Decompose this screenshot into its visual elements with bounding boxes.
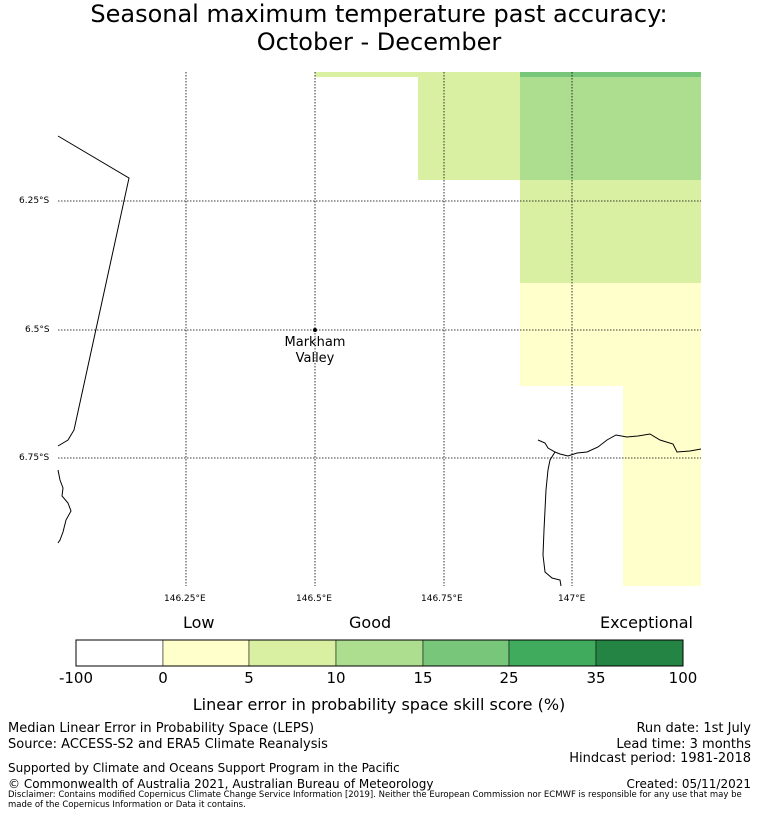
gridlines	[58, 72, 701, 586]
lon-tick-146-5: 146.5°E	[296, 594, 332, 604]
colorbar-tick-6: 35	[586, 669, 606, 687]
footer-disclaimer: Disclaimer: Contains modified Copernicus…	[8, 790, 742, 810]
colorbar-seg-3	[248, 639, 337, 667]
colorbar-axis-label: Linear error in probability space skill …	[192, 695, 566, 714]
colorbar-tick-3: 10	[326, 669, 346, 687]
colorbar-seg-1	[75, 639, 164, 667]
legend-category-good: Good	[349, 613, 392, 632]
footer-source: Source: ACCESS-S2 and ERA5 Climate Reana…	[8, 737, 328, 752]
colorbar-tick-2: 5	[244, 669, 254, 687]
footer-copyright: © Commonwealth of Australia 2021, Austra…	[8, 777, 434, 791]
footer-run-date: Run date: 1st July	[636, 721, 751, 736]
coastline	[57, 135, 702, 587]
place-label-line-2: Valley	[295, 351, 335, 366]
coast-east-south	[542, 451, 562, 587]
colorbar-tick-0: -100	[58, 669, 94, 687]
cell-top-strip-5-10	[315, 72, 520, 77]
colorbar-tick-4: 15	[413, 669, 433, 687]
skill-cells	[315, 72, 701, 586]
footer-created: Created: 05/11/2021	[626, 777, 751, 791]
lon-tick-147: 147°E	[558, 594, 586, 604]
cell-top-strip-10-15	[520, 72, 701, 77]
colorbar-seg-4	[335, 639, 424, 667]
lon-tick-146-75: 146.75°E	[421, 594, 463, 604]
footer-lead-time: Lead time: 3 months	[616, 737, 751, 752]
lat-tick-6-5: 6.5°S	[25, 325, 50, 335]
colorbar-tick-5: 25	[499, 669, 519, 687]
place-label-line-1: Markham	[284, 335, 346, 350]
colorbar-seg-2	[162, 639, 250, 667]
chart-title-line-2: October - December	[256, 28, 502, 56]
cell-0-5-b	[623, 386, 701, 586]
footer-method: Median Linear Error in Probability Space…	[8, 721, 315, 736]
colorbar-seg-7	[595, 639, 684, 667]
place-marker-dot	[313, 328, 317, 332]
lon-tick-146-25: 146.25°E	[164, 594, 206, 604]
legend-category-exceptional: Exceptional	[600, 613, 693, 632]
colorbar-tick-7: 100	[668, 669, 698, 687]
footer-hindcast-period: Hindcast period: 1981-2018	[569, 751, 751, 766]
cell-5-10-a	[418, 77, 520, 180]
colorbar-seg-6	[508, 639, 597, 667]
coast-west-fragment	[57, 469, 72, 544]
cell-0-5-a	[520, 283, 701, 386]
lat-tick-6-75: 6.75°S	[19, 453, 50, 463]
chart-title-line-1: Seasonal maximum temperature past accura…	[90, 0, 668, 28]
colorbar	[75, 639, 684, 667]
cell-10-15	[520, 77, 701, 180]
cell-5-10-b	[520, 180, 701, 283]
colorbar-frame	[75, 639, 684, 667]
lat-tick-6-25: 6.25°S	[19, 196, 50, 206]
boundary-line-west	[57, 135, 130, 447]
footer-support: Supported by Climate and Oceans Support …	[8, 761, 400, 775]
legend-category-low: Low	[183, 613, 215, 632]
colorbar-tick-1: 0	[158, 669, 168, 687]
colorbar-seg-5	[422, 639, 510, 667]
